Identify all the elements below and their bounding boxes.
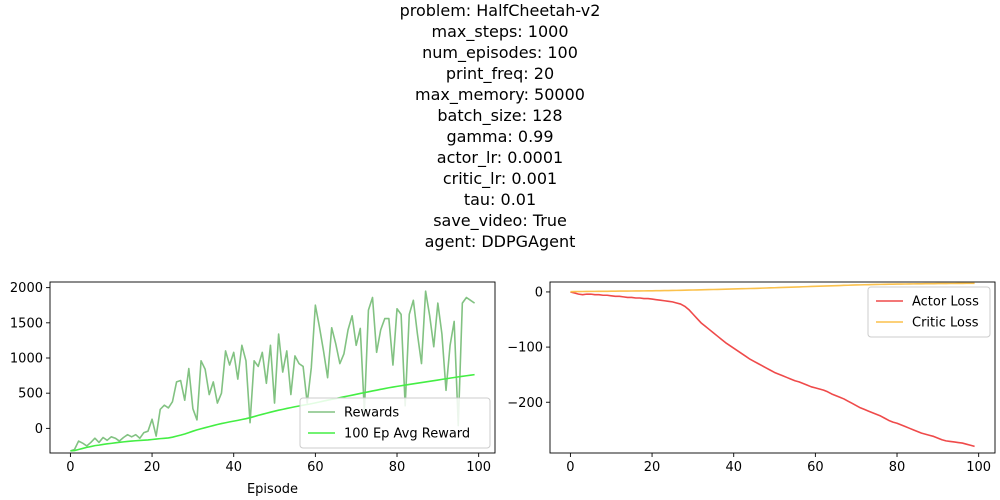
x-tick-label: 60 [307,460,324,475]
chart-1: 0 20 40 60 80 1000500100015002000EpisodeRewar… [10,281,496,497]
x-tick-label: 100 [466,460,491,475]
x-tick-label: 40 [725,460,742,475]
y-tick-label: 2000 [10,281,43,296]
x-tick-label: 60 [807,460,824,475]
x-tick-label: 80 [389,460,406,475]
y-tick-label: 1500 [10,316,43,331]
y-tick-label: 0 [35,422,43,437]
title-line: critic_lr: 0.001 [442,169,558,188]
legend-box [299,397,491,449]
x-tick-label: 20 [144,460,161,475]
y-tick-label: −100 [507,341,543,356]
legend-label: Rewards [344,406,399,421]
series-line-2 [570,282,975,293]
series-line-1 [570,291,975,448]
legend-label: Critic Loss [912,316,979,331]
title-line: agent: DDPGAgent [424,232,576,251]
y-tick-label: 1000 [10,352,43,367]
y-tick-label: 0 [535,285,543,300]
title-line: gamma: 0.99 [446,127,554,146]
title-line: save_video: True [433,211,567,230]
x-axis-label: Episode [247,482,298,497]
plot-frame [549,281,996,454]
legend-label: Actor Loss [912,295,979,310]
title-line: max_steps: 1000 [431,22,569,41]
x-tick-label: 40 [225,460,242,475]
title-line: batch_size: 128 [437,106,563,125]
x-tick-label: 20 [644,460,661,475]
x-tick-label: 100 [966,460,991,475]
legend: Rewards 100 Ep Avg Reward [299,397,491,449]
x-tick-label: 0 [566,460,574,475]
title-line: print_freq: 20 [445,64,555,83]
legend-box [867,286,991,338]
title-line: actor_lr: 0.0001 [436,148,564,167]
x-tick-label: 80 [889,460,906,475]
figure-title: problem: HalfCheetah-v2 max_steps: 1000 nu… [399,1,601,251]
chart-2: 0 20 40 60 80 100 0 −100 −200 Actor Loss Critic Lo… [507,281,996,475]
x-tick-label: 0 [66,460,74,475]
title-line: num_episodes: 100 [422,43,578,62]
title-line: max_memory: 50000 [415,85,585,104]
series-line-1 [70,290,476,452]
plot-frame [49,281,496,454]
legend: Actor Loss Critic Loss [867,286,991,338]
y-tick-label: 500 [18,387,43,402]
legend-label: 100 Ep Avg Reward [344,427,470,442]
y-tick-label: −200 [507,396,543,411]
title-line: problem: HalfCheetah-v2 [399,1,601,20]
series-line-2 [70,373,475,452]
title-line: tau: 0.01 [463,190,537,209]
